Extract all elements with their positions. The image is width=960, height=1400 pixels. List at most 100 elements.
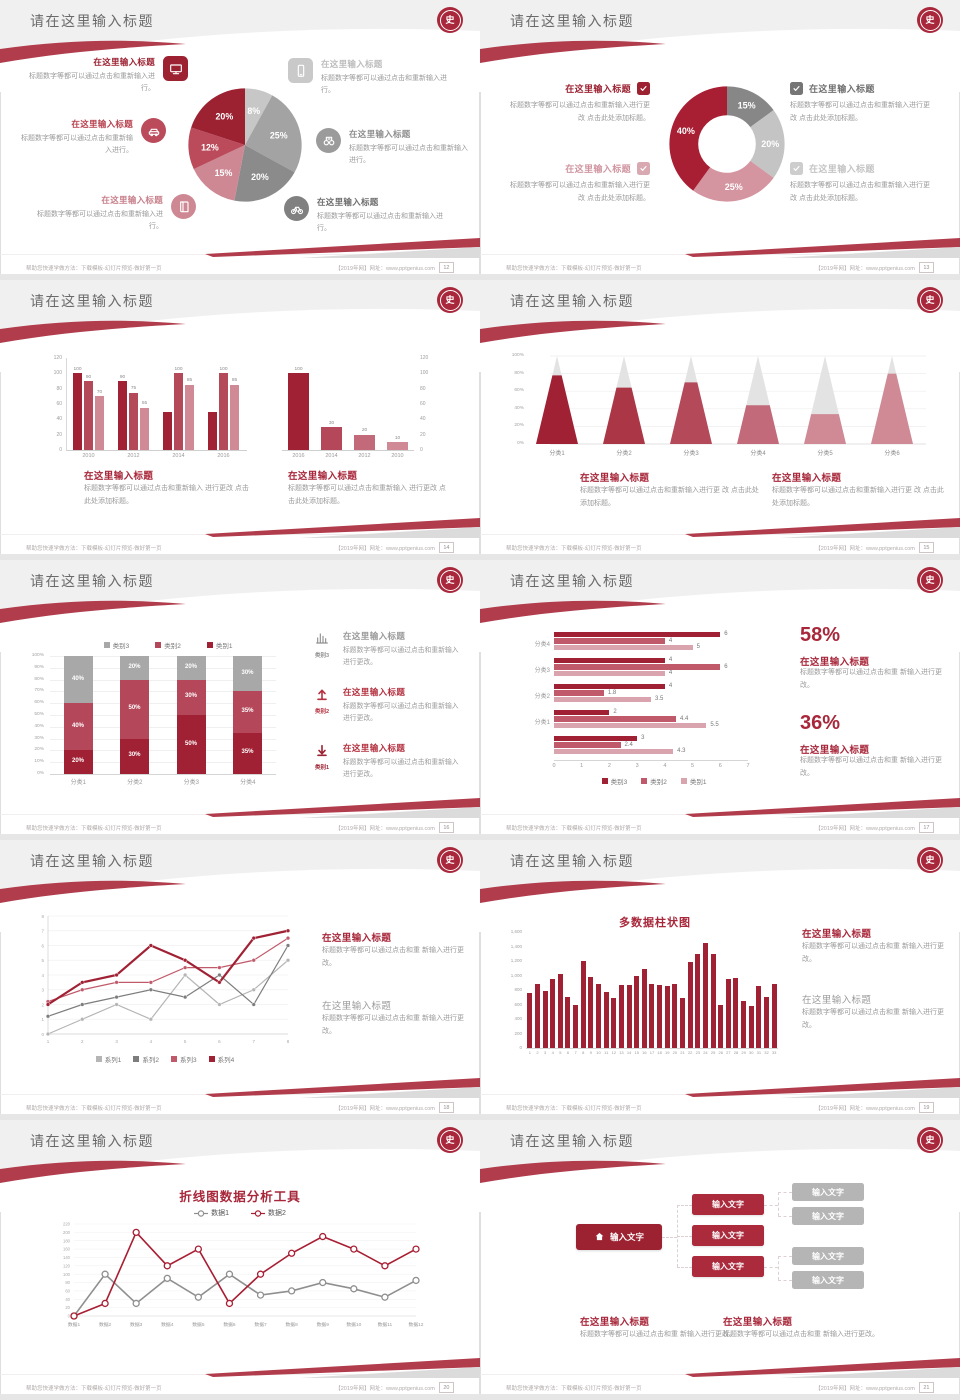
stat-percentage: 58% [800,624,841,646]
legend-swatch [133,1056,140,1062]
hbar [554,664,721,670]
legend-label: 类别2 [650,779,667,786]
page-number: 12 [438,262,454,273]
binoculars-icon [316,128,341,153]
slide-preview-page-15[interactable]: 请在这里输入标题 史 0% 20% 40% 60% 80% 100% 分类1 分类2 分类3 分类… [480,280,960,560]
footer-left-text: 帮助您快速学做方法：下载模板-幻灯片预览-做好第一页 [506,1385,642,1392]
feature-text: 标题数字等都可以通过点击和重新输入进行。 [321,75,447,94]
x-axis-label: 2010 [82,453,95,459]
slide-preview-page-21[interactable]: 请在这里输入标题 史 输入文字 输入文字 输入文字 输入文字 输入文字 输入文字 输入文字输… [480,1120,960,1400]
footer-right-text: 【2019年网】网址：www.pptgenius.com [815,1105,915,1112]
y-axis-label: 40 [420,416,426,423]
section-heading: 在这里输入标题 [84,471,154,482]
slide-title: 请在这里输入标题 [30,293,154,309]
y-axis-label: 90% [34,664,44,670]
check-icon [637,162,650,175]
bar [118,381,127,450]
svg-text:3: 3 [41,988,44,993]
bar [321,427,342,450]
section-heading: 在这里输入标题 [772,473,842,484]
stacked-segment [176,656,206,680]
svg-text:数据9: 数据9 [317,1321,330,1328]
feature-text-col: 在这里输入标题 标题数字等都可以通过点击和重新输入进行更改。 [343,630,464,668]
x-axis-label: 1 [528,1050,531,1055]
slide-preview-page-20[interactable]: 请在这里输入标题 史 折线图数据分析工具 数据1 数据2 0 20 40 60 80 100 12… [0,1120,480,1400]
logo-character: 史 [445,574,455,585]
slide-preview-page-13[interactable]: 请在这里输入标题 史 15% 20% 25% 40% 在这里输入标题 标题数字等都可以通过… [480,0,960,280]
org-leaf-box[interactable]: 输入文字 [792,1207,864,1225]
slide-preview-page-18[interactable]: 请在这里输入标题 史 0 1 2 3 4 5 6 7 8 1 2 3 4 5 6 7 8 系列1 系列2 系列3 系列4… [0,840,480,1120]
feature-text: 标题数字等都可以通过点击和重新输入进行更改。 [343,759,459,778]
org-mid-box[interactable]: 输入文字 [692,1194,764,1215]
bar [550,979,556,1048]
slide-preview-page-12[interactable]: 请在这里输入标题 史 8% 25% 20% 15% 12% 20% 在这里输入标题 标题数字等… [0,0,480,280]
x-axis-label: 18 [657,1050,662,1055]
legend-label: 类别3 [112,643,130,650]
slide-preview-page-17[interactable]: 请在这里输入标题 史 6 4 5 分类4 4 6 4 分类3 4 1.8 3.5 分类2 2 4.4 5.5… [480,560,960,840]
org-root-box[interactable]: 输入文字 [576,1224,662,1250]
checklist-text: 标题数字等都可以通过点击和重新输入进行更改 点击此处添加标题。 [510,182,650,202]
slide-content: 折线图数据分析工具 数据1 数据2 0 20 40 60 80 100 120 140 160 180 2… [0,1120,480,1400]
segment-label: 20% [128,663,141,670]
slide-content: 0 1 2 3 4 5 6 7 8 1 2 3 4 5 6 7 8 系列1 系列2 系列3 系列4 在这里输入标题 标题数字… [0,840,480,1120]
bike-icon [284,196,309,221]
section-paragraph: 标题数字等都可以通过点击和重 新输入进行更改。 [723,1331,879,1338]
gridline [50,679,276,681]
y-axis-label: 100 [420,370,429,377]
y-axis-label: 60% [34,700,44,706]
section-heading: 在这里输入标题 [580,1317,650,1328]
bar-value-label: 90 [85,374,92,380]
x-axis-label: 5 [559,1050,562,1055]
bar [710,953,716,1048]
chart-title: 折线图数据分析工具 [179,1190,301,1204]
page-number: 15 [918,542,934,553]
x-axis-label: 30 [749,1050,754,1055]
x-axis-label: 7 [574,1050,577,1055]
svg-text:0: 0 [41,1032,44,1037]
bar [641,968,647,1048]
legend-label: 类别1 [215,643,233,650]
chart-legend: 数据1 数据2 [150,1208,330,1218]
legend-item: 类别1 [680,776,706,786]
page-number: 17 [918,822,934,833]
slide-preview-page-14[interactable]: 请在这里输入标题 史 0 20 40 60 80 100 120 100 90 70 2010 90 7… [0,280,480,560]
school-seal-logo: 史 [437,567,463,593]
bar-value-label: 5.5 [710,722,719,729]
y-axis-label: 0 [420,447,423,453]
bar-plot-left [66,358,247,451]
connector-line [778,1192,792,1193]
slide-preview-page-19[interactable]: 请在这里输入标题 史 多数据柱状图 0 200 400 600 800 1,000 1,200… [480,840,960,1120]
slide-preview-page-16[interactable]: 请在这里输入标题 史 类别3 类别2 类别1 0% 10% 20% 30% 40% 50% 60%… [0,560,480,840]
section-heading: 在这里输入标题 [723,1317,793,1328]
org-leaf-box[interactable]: 输入文字 [792,1271,864,1289]
y-axis-label: 80 [56,385,62,392]
y-axis-label: 0% [37,771,44,776]
svg-text:数据3: 数据3 [130,1321,143,1328]
legend-item: 数据1 [194,1208,229,1218]
org-mid-box[interactable]: 输入文字 [692,1256,764,1277]
bar [588,976,594,1048]
footer-right-text: 【2019年网】网址：www.pptgenius.com [335,825,435,832]
checklist-item: 在这里输入标题 标题数字等都可以通过点击和重新输入进行更改 点击此处添加标题。 [790,82,946,125]
slide-footer: 帮助您快速学做方法：下载模板-幻灯片预览-做好第一页 【2019年网】网址：ww… [26,822,454,833]
x-axis-label: 7 [746,763,750,769]
footer-right-text: 【2019年网】网址：www.pptgenius.com [335,545,435,552]
bar-value-label: 4 [668,683,673,690]
svg-text:40: 40 [65,1297,70,1302]
pie-chart: 8% 25% 20% 15% 12% 20% [188,88,302,202]
org-leaf-box[interactable]: 输入文字 [792,1183,864,1201]
bar [618,984,624,1048]
x-axis-label: 31 [756,1050,762,1055]
stacked-segment [120,656,149,680]
svg-text:数据5: 数据5 [192,1321,205,1328]
org-leaf-box[interactable]: 输入文字 [792,1247,864,1265]
hbar [554,742,621,748]
svg-text:25%: 25% [725,182,743,192]
svg-text:25%: 25% [270,130,288,140]
book-icon [171,194,196,219]
org-mid-box[interactable]: 输入文字 [692,1225,764,1246]
x-axis-label: 8 [582,1050,585,1055]
section-heading: 在这里输入标题 [802,929,872,940]
bar-value-label: 85 [231,378,238,384]
